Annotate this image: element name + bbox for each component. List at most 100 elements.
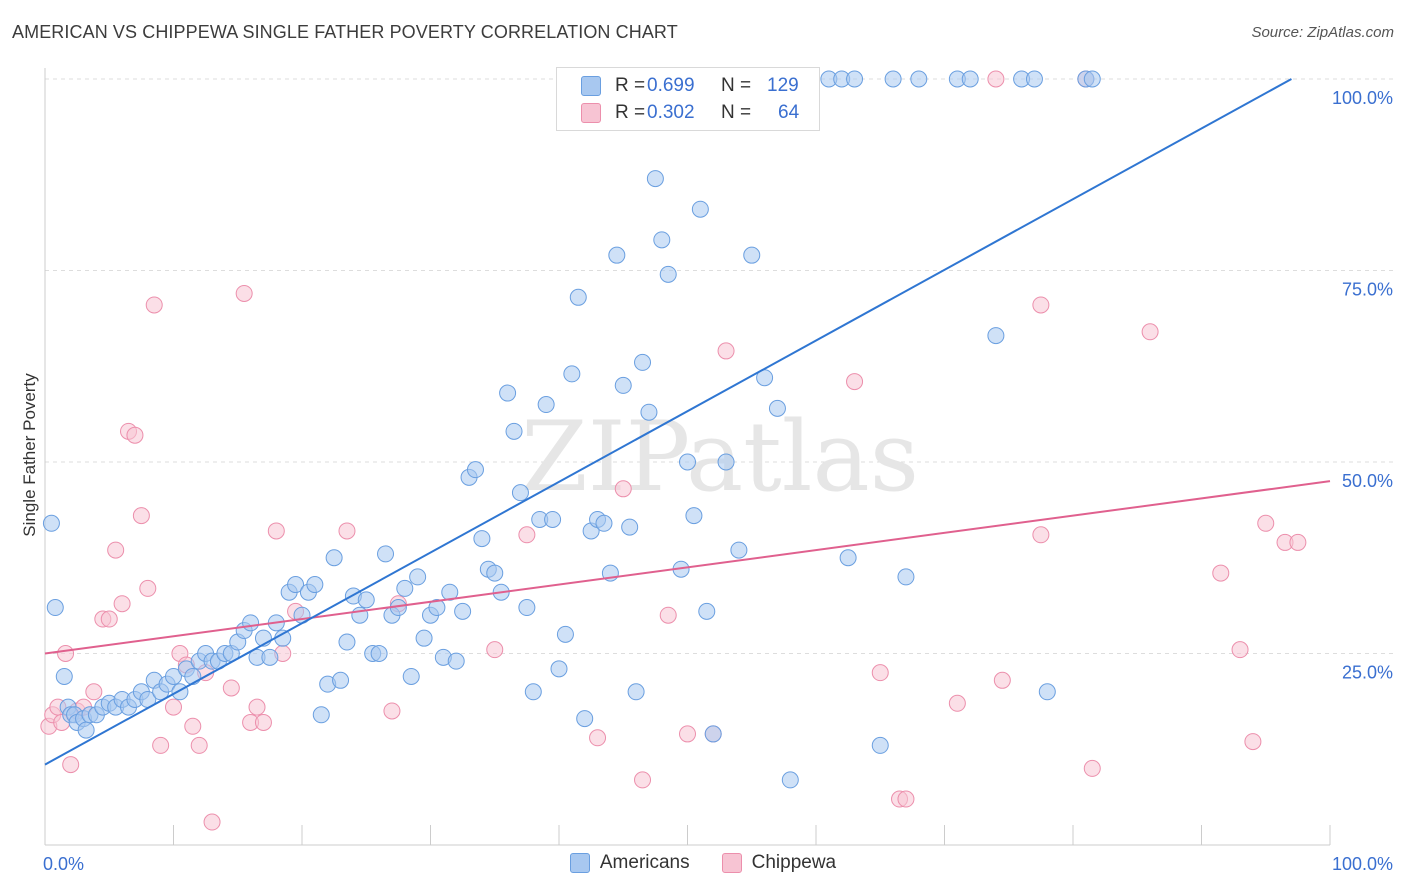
americans-point	[550, 660, 568, 678]
chippewa-point	[145, 296, 163, 314]
r-value: 0.302	[647, 102, 695, 123]
americans-trend-line	[44, 78, 1292, 766]
americans-point	[274, 629, 292, 647]
chippewa-point	[948, 694, 966, 712]
chippewa-point	[846, 373, 864, 391]
americans-point	[556, 625, 574, 643]
americans-point	[634, 353, 652, 371]
chippewa-point	[486, 641, 504, 659]
americans-point	[55, 667, 73, 685]
americans-point	[627, 683, 645, 701]
y-tick-label: 100.0%	[1332, 88, 1393, 108]
chippewa-point	[1141, 323, 1159, 341]
americans-point	[242, 614, 260, 632]
americans-point	[415, 629, 433, 647]
chippewa-point	[235, 284, 253, 302]
americans-point	[46, 599, 64, 617]
americans-point	[704, 725, 722, 743]
americans-point	[287, 576, 305, 594]
americans-point	[428, 599, 446, 617]
chippewa-point	[85, 683, 103, 701]
grid-lines	[45, 78, 1395, 654]
americans-point	[653, 231, 671, 249]
chippewa-point	[132, 507, 150, 525]
americans-point	[165, 667, 182, 685]
americans-point	[473, 530, 491, 548]
americans-point	[312, 706, 330, 724]
chippewa-point	[57, 645, 75, 662]
americans-point	[511, 484, 529, 502]
r-value: 0.699	[647, 75, 695, 96]
americans-point	[910, 70, 928, 88]
americans-point	[77, 721, 95, 739]
americans-point	[325, 549, 343, 567]
y-tick-label: 75.0%	[1342, 280, 1393, 300]
americans-point	[717, 453, 735, 471]
americans-point	[306, 576, 324, 594]
americans-point	[1025, 70, 1043, 88]
source-credit: Source: ZipAtlas.com	[1251, 24, 1394, 41]
chippewa-point	[126, 426, 144, 444]
americans-point	[563, 365, 581, 383]
americans-point	[441, 583, 459, 601]
americans-swatch	[569, 853, 590, 873]
r-label: R =	[615, 102, 646, 123]
chippewa-point	[113, 595, 131, 613]
n-label: N =	[721, 102, 752, 123]
americans-point	[537, 396, 555, 414]
chippewa-trend-line	[44, 480, 1331, 655]
chippewa-swatch	[581, 103, 601, 123]
n-value: 64	[778, 102, 800, 123]
chippewa-swatch	[721, 853, 742, 873]
americans-point	[608, 246, 626, 264]
x-tick-label: 0.0%	[43, 854, 84, 874]
americans-point	[184, 667, 202, 685]
chippewa-point	[1289, 533, 1307, 551]
series-legend: Americans Chippewa	[0, 852, 1406, 874]
americans-point	[486, 564, 504, 582]
chippewa-point	[165, 698, 182, 716]
americans-point	[402, 667, 420, 685]
chippewa-point	[1083, 759, 1101, 777]
trend-lines	[44, 78, 1331, 766]
chippewa-point	[203, 813, 221, 831]
americans-point	[659, 265, 677, 283]
americans-point	[544, 510, 562, 528]
stats-legend-row-chippewa: R = 0.302 N = 64	[581, 100, 799, 126]
chippewa-point	[987, 70, 1005, 88]
americans-point	[846, 70, 864, 88]
legend-label: Chippewa	[751, 852, 837, 873]
americans-point	[614, 376, 632, 394]
stats-legend: R = 0.699 N = 129 R = 0.302 N = 64	[556, 67, 820, 131]
americans-point	[691, 200, 709, 218]
chippewa-point	[717, 342, 735, 360]
americans-point	[698, 602, 716, 620]
americans-swatch	[581, 76, 601, 96]
chippewa-point	[62, 756, 80, 774]
chippewa-point	[100, 610, 118, 628]
chippewa-point	[184, 717, 202, 735]
legend-item-americans[interactable]: Americans	[569, 852, 690, 874]
chippewa-point	[1032, 296, 1050, 314]
chippewa-point	[1032, 526, 1050, 544]
americans-point	[781, 771, 799, 789]
n-value: 129	[767, 75, 799, 96]
chippewa-point	[659, 606, 677, 624]
chippewa-point	[897, 790, 915, 808]
americans-point	[685, 507, 703, 525]
americans-point	[409, 568, 427, 586]
americans-point	[505, 422, 523, 440]
chippewa-point	[589, 729, 607, 747]
americans-point	[396, 579, 414, 597]
americans-point	[839, 549, 857, 567]
chippewa-point	[383, 702, 401, 720]
americans-point	[42, 514, 60, 532]
y-tick-label: 50.0%	[1342, 471, 1393, 491]
chippewa-point	[1231, 641, 1249, 659]
chippewa-point	[993, 671, 1011, 689]
americans-point	[897, 568, 915, 586]
americans-point	[524, 683, 542, 701]
chippewa-point	[1212, 564, 1230, 582]
americans-point	[370, 645, 388, 662]
legend-item-chippewa[interactable]: Chippewa	[721, 852, 837, 874]
